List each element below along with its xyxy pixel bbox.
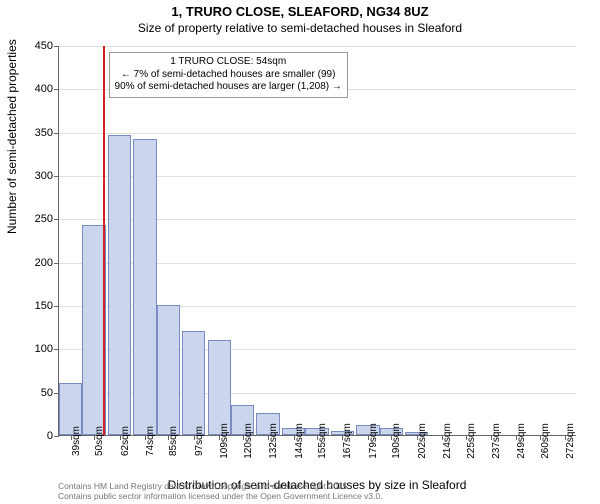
x-tick-label: 190sqm [391,423,402,459]
gridline [59,133,576,134]
x-tick-label: 225sqm [466,423,477,459]
y-axis-label: Number of semi-detached properties [5,39,19,234]
histogram-bar [182,331,205,435]
x-tick-label: 179sqm [368,423,379,459]
x-tick-label: 39sqm [71,426,82,456]
chart-title-line1: 1, TRURO CLOSE, SLEAFORD, NG34 8UZ [0,4,600,19]
annotation-line: 90% of semi-detached houses are larger (… [115,81,342,94]
x-tick-label: 97sqm [194,426,205,456]
annotation-line: 1 TRURO CLOSE: 54sqm [115,56,342,69]
x-tick-label: 214sqm [442,423,453,459]
x-tick-label: 202sqm [417,423,428,459]
y-tick-label: 350 [35,127,53,139]
y-tick-mark [54,176,59,177]
y-tick-mark [54,436,59,437]
annotation-line: ← 7% of semi-detached houses are smaller… [115,69,342,82]
histogram-bar [133,139,156,435]
x-tick-label: 144sqm [294,423,305,459]
gridline [59,46,576,47]
x-tick-label: 237sqm [491,423,502,459]
footer-attribution: Contains HM Land Registry data © Crown c… [58,482,383,502]
y-tick-mark [54,219,59,220]
y-tick-label: 100 [35,343,53,355]
x-tick-label: 109sqm [219,423,230,459]
footer-line2: Contains public sector information licen… [58,492,383,502]
x-tick-label: 249sqm [516,423,527,459]
y-tick-label: 450 [35,40,53,52]
x-tick-label: 272sqm [565,423,576,459]
y-tick-mark [54,306,59,307]
y-tick-mark [54,349,59,350]
x-tick-label: 260sqm [540,423,551,459]
y-tick-label: 400 [35,83,53,95]
histogram-bar [208,340,231,435]
y-tick-mark [54,46,59,47]
chart-title-line2: Size of property relative to semi-detach… [0,21,600,35]
y-tick-label: 250 [35,213,53,225]
chart-plot-area: 05010015020025030035040045039sqm50sqm62s… [58,46,576,436]
y-tick-label: 50 [41,387,53,399]
histogram-bar [157,305,180,435]
x-tick-label: 120sqm [243,423,254,459]
x-tick-label: 62sqm [120,426,131,456]
y-tick-mark [54,133,59,134]
y-tick-label: 300 [35,170,53,182]
x-tick-label: 155sqm [317,423,328,459]
histogram-bar [108,135,131,435]
y-tick-label: 0 [47,430,53,442]
x-tick-label: 132sqm [268,423,279,459]
y-tick-mark [54,89,59,90]
x-tick-label: 167sqm [342,423,353,459]
y-tick-label: 200 [35,257,53,269]
x-tick-label: 74sqm [145,426,156,456]
annotation-box: 1 TRURO CLOSE: 54sqm← 7% of semi-detache… [109,52,348,98]
x-tick-label: 85sqm [168,426,179,456]
y-tick-label: 150 [35,300,53,312]
y-tick-mark [54,263,59,264]
marker-line [103,46,105,435]
